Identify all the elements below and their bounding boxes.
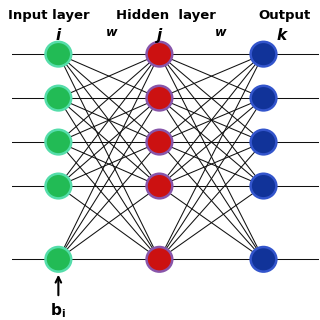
Text: Input layer: Input layer (8, 9, 90, 22)
Text: k: k (277, 28, 287, 43)
Text: Hidden  layer: Hidden layer (116, 9, 215, 22)
Circle shape (251, 174, 276, 198)
Text: w: w (106, 27, 118, 39)
Circle shape (45, 42, 71, 67)
Text: w: w (215, 27, 226, 39)
Circle shape (147, 130, 172, 154)
Circle shape (147, 86, 172, 110)
Text: j: j (157, 28, 162, 43)
Circle shape (251, 42, 276, 67)
Text: $\mathbf{b_i}$: $\mathbf{b_i}$ (51, 301, 66, 320)
Circle shape (147, 174, 172, 198)
Circle shape (251, 130, 276, 154)
Circle shape (45, 174, 71, 198)
Circle shape (147, 42, 172, 67)
Text: Output: Output (259, 9, 311, 22)
Circle shape (251, 247, 276, 272)
Text: i: i (56, 28, 61, 43)
Circle shape (45, 86, 71, 110)
Circle shape (147, 247, 172, 272)
Circle shape (45, 130, 71, 154)
Circle shape (251, 86, 276, 110)
Circle shape (45, 247, 71, 272)
